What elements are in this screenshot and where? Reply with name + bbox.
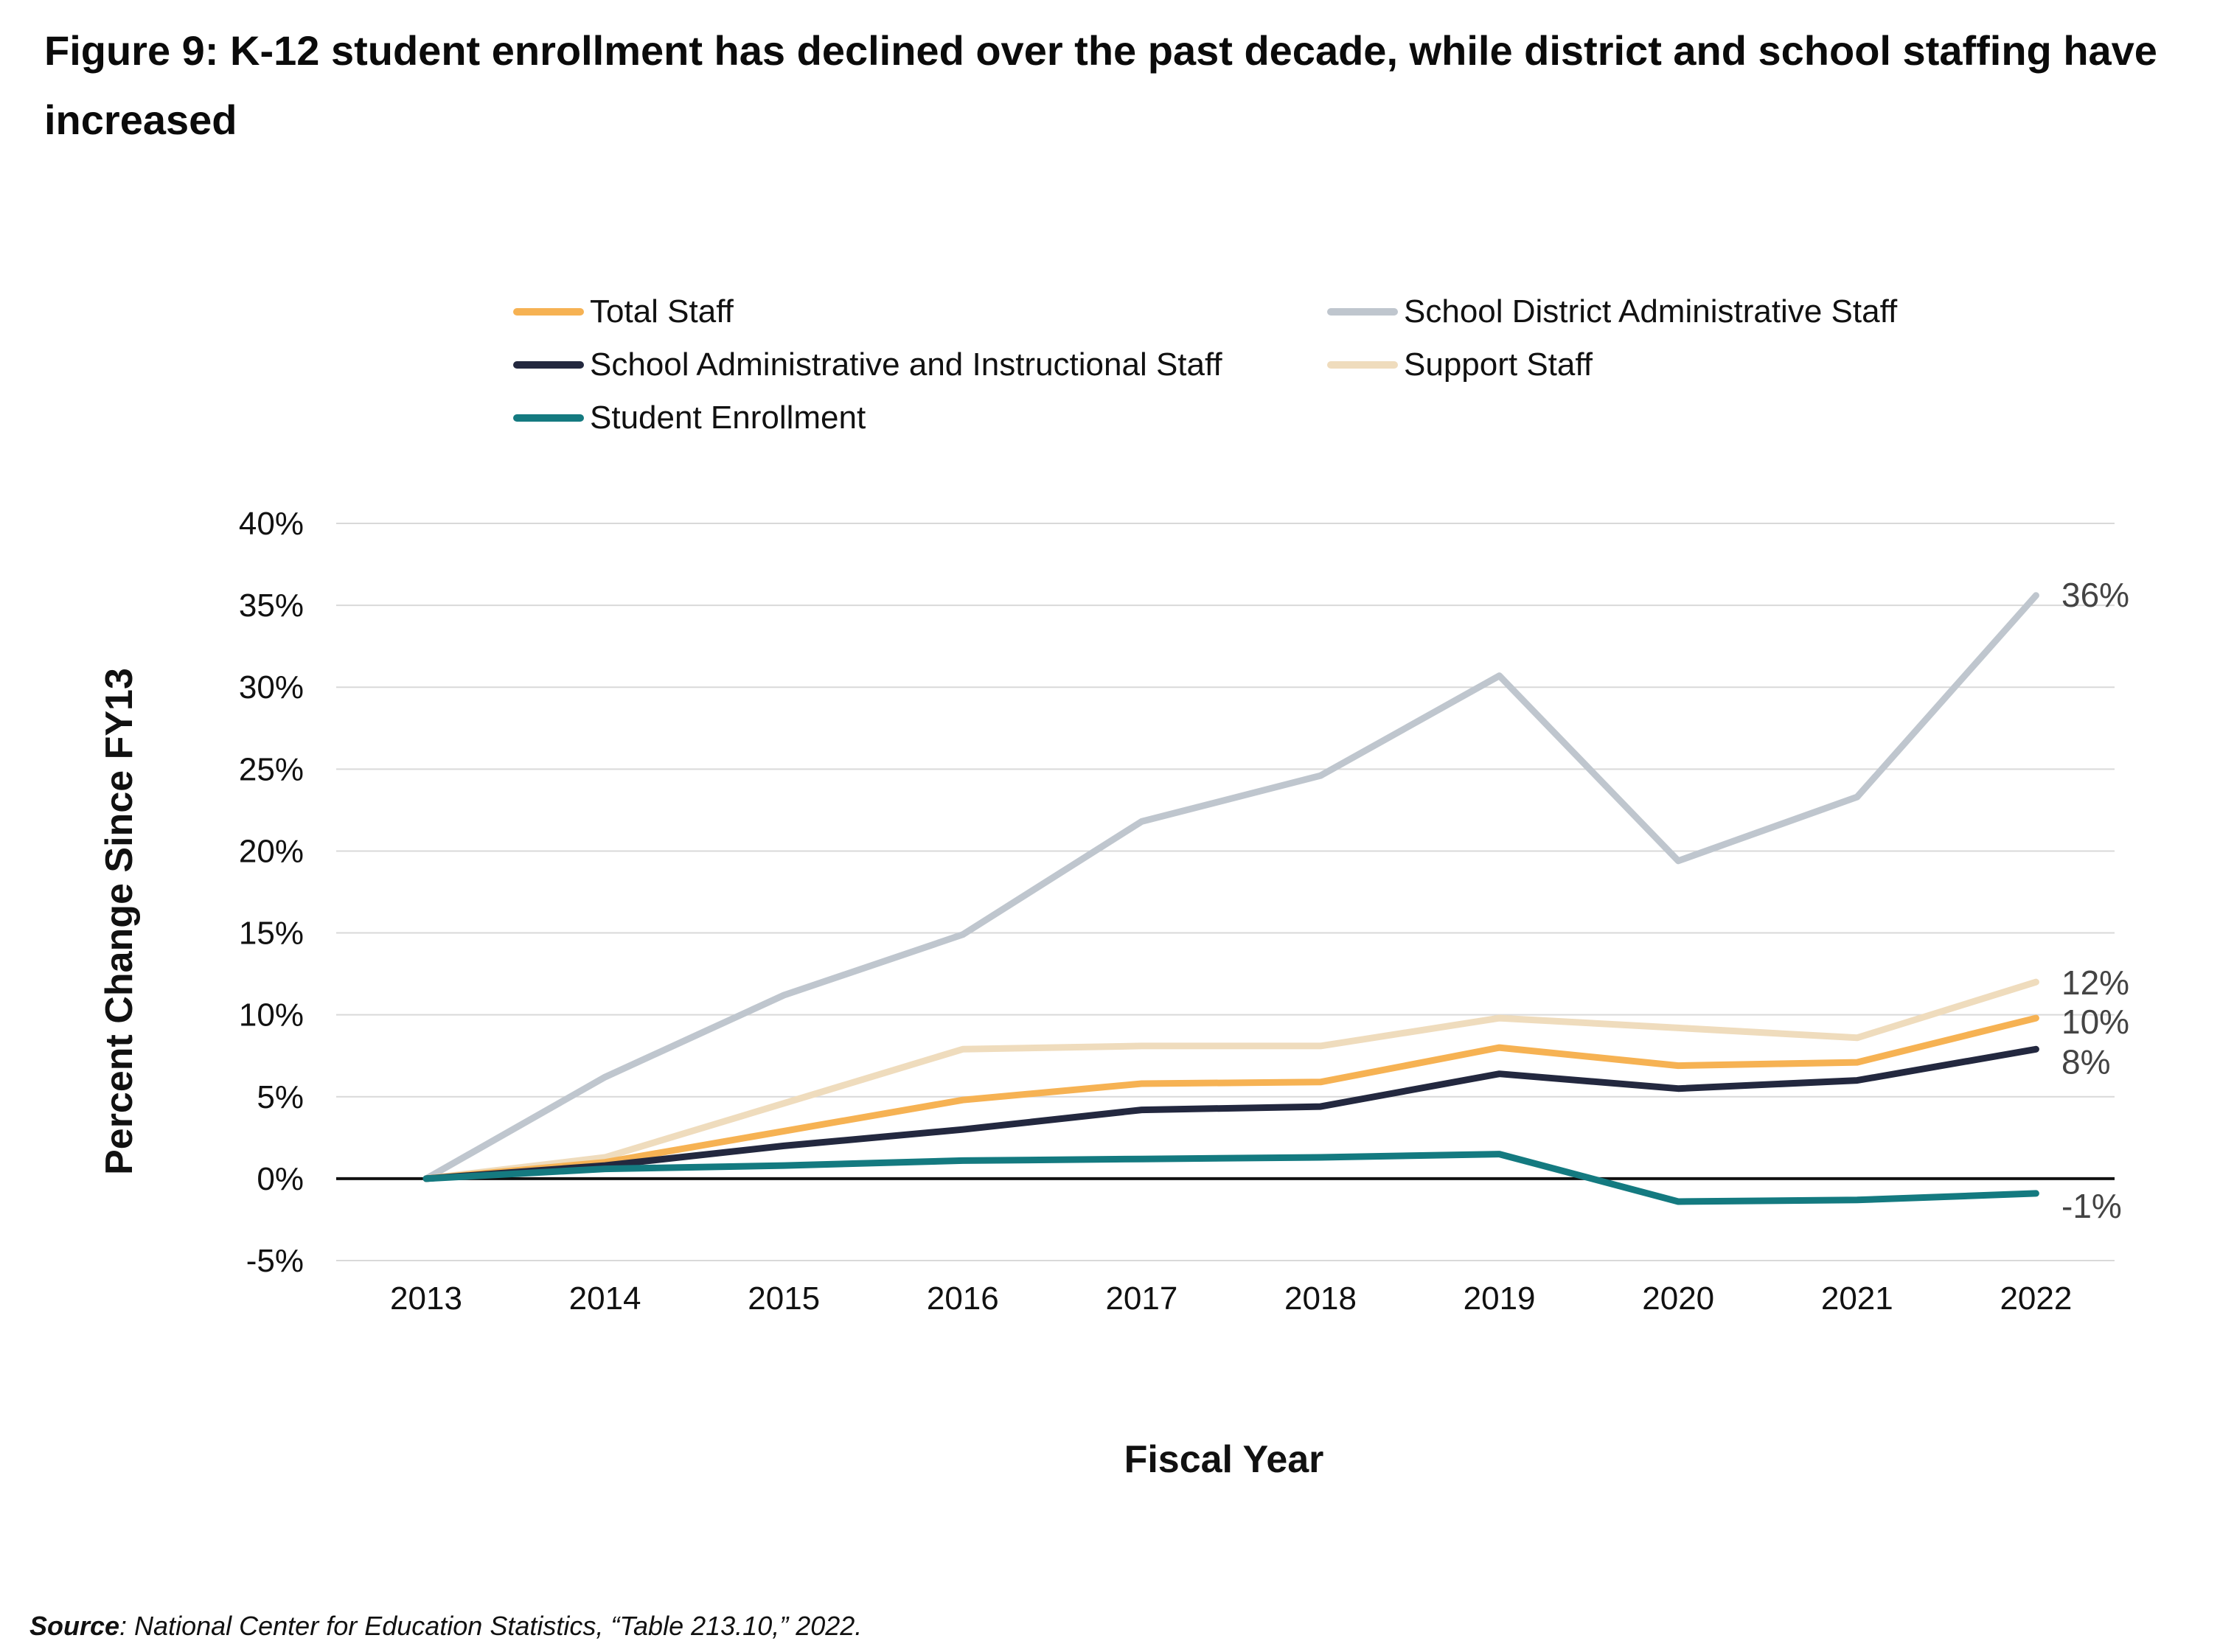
x-tick-label: 2021 [1821, 1280, 1893, 1317]
legend-item-total-staff: Total Staff [513, 286, 734, 338]
legend-swatch-support-staff [1327, 361, 1398, 369]
x-tick-label: 2014 [569, 1280, 641, 1317]
y-tick-label: 25% [239, 751, 304, 787]
end-label: -1% [2061, 1187, 2122, 1225]
end-labels: 36% 12%10%8% -1% [2061, 576, 2129, 1225]
end-label: 8% [2061, 1042, 2110, 1081]
legend-label: Total Staff [590, 293, 734, 330]
x-axis-ticks: 2013 2014 2015 2016 2017 2018 2019 2020 2021 2022 [390, 1280, 2072, 1317]
chart-title: Figure 9: K-12 student enrollment has de… [44, 27, 2157, 143]
y-tick-label: 35% [239, 588, 304, 624]
x-tick-label: 2018 [1284, 1280, 1357, 1317]
legend-label: School District Administrative Staff [1404, 293, 1898, 330]
x-tick-label: 2020 [1642, 1280, 1714, 1317]
end-label: 12% [2061, 963, 2129, 1002]
x-tick-label: 2017 [1105, 1280, 1177, 1317]
end-label: 36% [2061, 576, 2129, 614]
legend-swatch-school-admin-instructional [513, 361, 584, 369]
legend-item-support-staff: Support Staff [1327, 339, 1593, 391]
x-tick-label: 2019 [1464, 1280, 1536, 1317]
legend-item-student-enrollment: Student Enrollment [513, 392, 866, 444]
legend: Total Staff School District Administrati… [513, 286, 2061, 448]
series-line-school-district-administrative-staff [422, 592, 2039, 1182]
legend-item-district-admin: School District Administrative Staff [1327, 286, 1897, 338]
y-axis-ticks: -5% 0% 5% 10% 15% 20% 25% 30% 35% 40% [239, 506, 304, 1279]
y-tick-label: -5% [246, 1243, 304, 1279]
legend-swatch-total-staff [513, 308, 584, 316]
y-tick-label: 40% [239, 506, 304, 542]
y-tick-label: 20% [239, 833, 304, 869]
legend-swatch-student-enrollment [513, 414, 584, 422]
x-axis-title: Fiscal Year [1124, 1438, 1324, 1481]
y-tick-label: 15% [239, 916, 304, 952]
series-line-student-enrollment [422, 1151, 2039, 1205]
y-tick-label: 5% [257, 1079, 304, 1115]
x-tick-label: 2016 [927, 1280, 999, 1317]
legend-label: Support Staff [1404, 346, 1593, 383]
series-line-total-staff [422, 1014, 2039, 1182]
source-text: : National Center for Education Statisti… [119, 1611, 863, 1641]
y-tick-label: 30% [239, 669, 304, 705]
x-tick-label: 2013 [390, 1280, 462, 1317]
source-note: Source: National Center for Education St… [29, 1611, 862, 1642]
legend-label: School Administrative and Instructional … [590, 346, 1222, 383]
y-tick-label: 0% [257, 1161, 304, 1197]
x-tick-label: 2015 [748, 1280, 820, 1317]
series-line-support-staff [422, 978, 2039, 1182]
end-label: 10% [2061, 1003, 2129, 1041]
y-tick-label: 10% [239, 997, 304, 1034]
y-axis-title: Percent Change Since FY13 [98, 668, 141, 1175]
source-label: Source [29, 1611, 120, 1641]
series-line-school-administrative-and-instructional-staff [422, 1045, 2039, 1182]
legend-label: Student Enrollment [590, 400, 866, 436]
x-tick-label: 2022 [2000, 1280, 2072, 1317]
legend-swatch-district-admin [1327, 308, 1398, 316]
series-lines [422, 592, 2039, 1205]
legend-item-school-admin-instructional: School Administrative and Instructional … [513, 339, 1222, 391]
gridlines [336, 523, 2115, 1261]
